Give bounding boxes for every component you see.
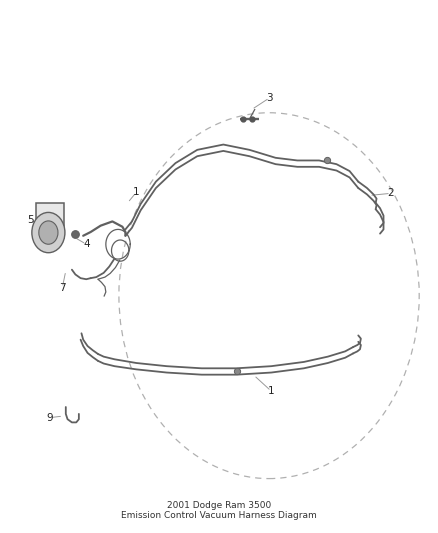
Text: 4: 4 [83,239,89,249]
Text: 3: 3 [266,93,273,103]
Text: 2: 2 [388,188,394,198]
Circle shape [32,213,65,253]
Text: 1: 1 [133,187,140,197]
Text: 9: 9 [47,413,53,423]
Text: 1: 1 [268,386,275,396]
Text: 2001 Dodge Ram 3500
Emission Control Vacuum Harness Diagram: 2001 Dodge Ram 3500 Emission Control Vac… [121,500,317,520]
Text: 7: 7 [59,282,66,293]
Circle shape [39,221,58,244]
FancyBboxPatch shape [36,204,64,238]
Text: 5: 5 [28,215,34,225]
